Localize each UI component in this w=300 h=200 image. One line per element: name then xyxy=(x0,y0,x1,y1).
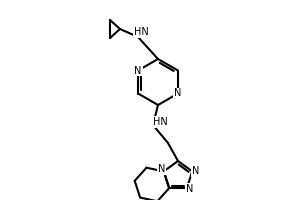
Text: N: N xyxy=(158,164,165,174)
Text: HN: HN xyxy=(153,117,167,127)
Text: N: N xyxy=(192,166,199,176)
Text: N: N xyxy=(134,66,142,75)
Text: N: N xyxy=(174,88,182,98)
Text: HN: HN xyxy=(134,27,148,37)
Text: N: N xyxy=(186,184,194,194)
